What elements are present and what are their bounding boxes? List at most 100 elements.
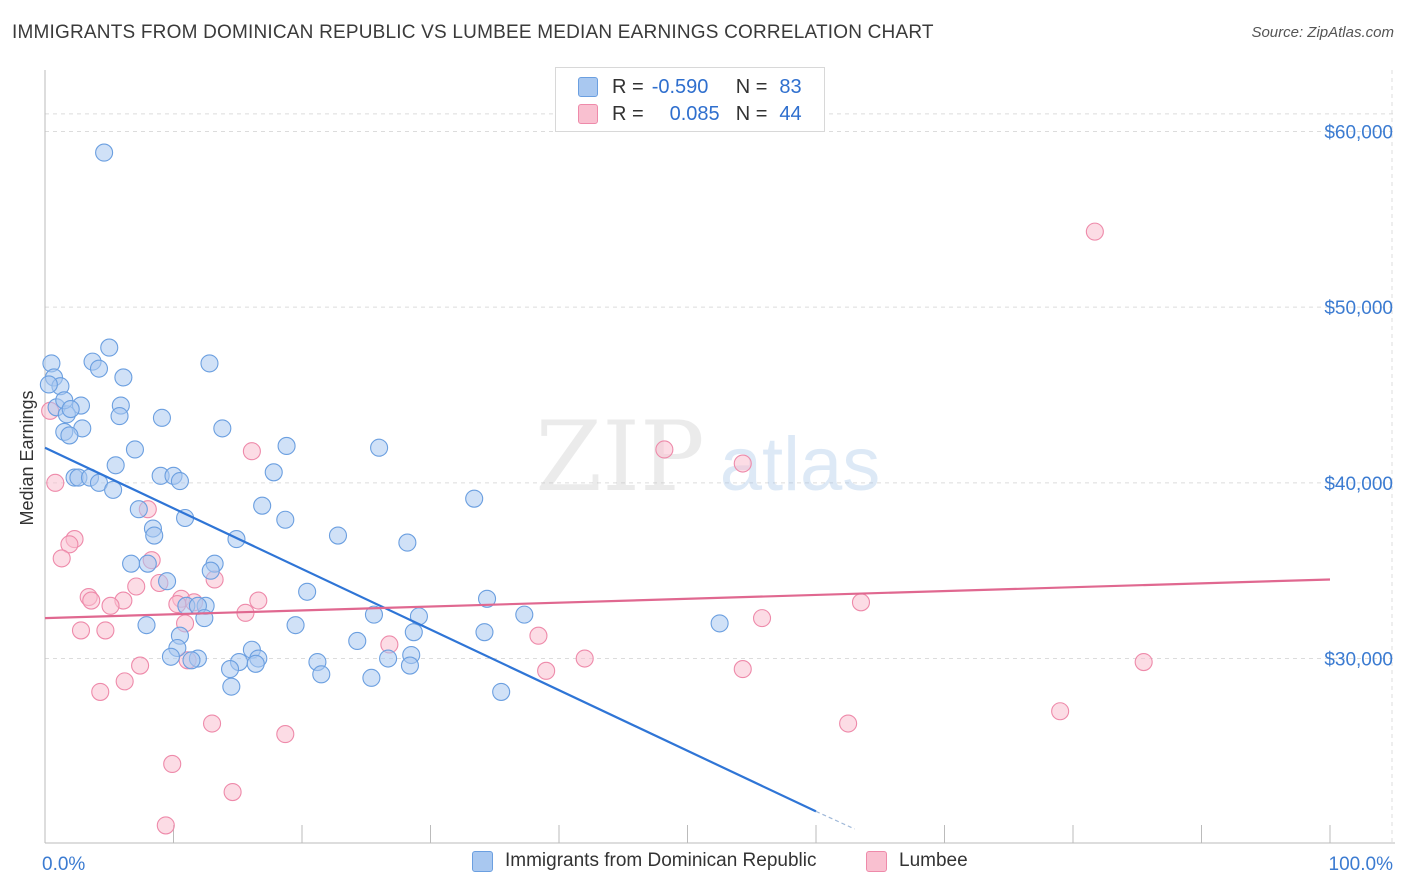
watermark: ZIP atlas xyxy=(535,401,880,513)
legend-n-value: 83 xyxy=(779,75,802,98)
dominican-point xyxy=(200,354,219,373)
dominican-point xyxy=(398,533,417,552)
legend-n-label: N = xyxy=(735,102,768,125)
lumbee-point xyxy=(839,714,858,733)
lumbee-point xyxy=(96,621,115,640)
watermark-zip: ZIP xyxy=(535,401,704,513)
lumbee-point xyxy=(156,816,175,835)
legend-r-value: 0.085 xyxy=(669,102,720,125)
dominican-point xyxy=(145,526,164,545)
dominican-point xyxy=(276,510,295,529)
dominican-point xyxy=(328,526,348,545)
dominican-point xyxy=(100,338,119,357)
dominican-point xyxy=(220,660,240,679)
lumbee-point xyxy=(46,473,65,492)
y-tick-label: $60,000 xyxy=(1324,122,1393,143)
legend-row-lumbee: R = 0.085 N = 44 xyxy=(578,101,802,127)
series-swatch-lumbee xyxy=(866,850,887,872)
dominican-point xyxy=(161,647,180,666)
y-tick-label: $30,000 xyxy=(1324,650,1393,671)
dominican-point xyxy=(370,438,389,457)
dominican-point xyxy=(110,407,129,426)
lumbee-point xyxy=(276,725,295,744)
dominican-point xyxy=(298,582,317,601)
dominican-point xyxy=(246,654,265,673)
dominican-point xyxy=(222,677,241,696)
lumbee-point xyxy=(163,754,182,773)
lumbee-point xyxy=(82,591,101,610)
legend-row-dominican: R = -0.590 N = 83 xyxy=(578,74,802,100)
lumbee-point xyxy=(1085,222,1104,241)
dominican-point xyxy=(170,472,189,491)
dominican-point xyxy=(158,572,177,591)
dominican-trend-extension xyxy=(815,810,855,830)
x-tick-label: 0.0% xyxy=(42,854,85,875)
lumbee-point xyxy=(223,783,242,802)
lumbee-point xyxy=(91,682,110,701)
dominican-point xyxy=(404,623,423,642)
lumbee-point xyxy=(851,593,871,612)
dominican-point xyxy=(312,665,331,684)
legend-swatch-lumbee xyxy=(578,104,598,124)
dominican-point xyxy=(125,440,144,459)
series-legend-lumbee: Lumbee xyxy=(866,850,968,872)
dominican-point xyxy=(89,359,109,378)
correlation-legend: R = -0.590 N = 83 R = 0.085 N = 44 xyxy=(555,67,825,132)
series-label-dominican: Immigrants from Dominican Republic xyxy=(505,850,817,871)
lumbee-point xyxy=(242,442,261,461)
lumbee-point xyxy=(733,454,752,473)
lumbee-point xyxy=(52,549,71,568)
legend-r-value: -0.590 xyxy=(651,75,709,98)
data-points xyxy=(39,143,1153,835)
dominican-point xyxy=(475,623,494,642)
dominican-point xyxy=(213,419,232,438)
dominican-point xyxy=(61,400,80,419)
dominican-point xyxy=(477,589,497,608)
lumbee-trend-line xyxy=(44,578,1331,620)
series-swatch-dominican xyxy=(472,850,493,872)
y-tick-label: $40,000 xyxy=(1324,474,1393,495)
dominican-point xyxy=(152,408,171,427)
lumbee-point xyxy=(115,672,134,691)
axes xyxy=(44,70,1395,844)
dominican-point xyxy=(114,368,133,387)
lumbee-point xyxy=(1134,652,1153,672)
lumbee-point xyxy=(752,609,772,628)
dominican-point xyxy=(264,463,283,482)
dominican-point xyxy=(362,668,381,687)
lumbee-point xyxy=(249,591,268,610)
dominican-point xyxy=(201,561,220,580)
lumbee-point xyxy=(537,661,556,680)
axis-labels: $30,000 $40,000 $50,000 $60,000 0.0% 100.0% Me… xyxy=(17,122,1393,875)
dominican-point xyxy=(379,649,398,668)
dominican-point xyxy=(137,616,156,635)
chart-title: IMMIGRANTS FROM DOMINICAN REPUBLIC VS LU… xyxy=(12,22,934,43)
lumbee-point xyxy=(575,649,594,668)
lumbee-point xyxy=(131,656,150,675)
lumbee-point xyxy=(60,535,79,554)
legend-n-value: 44 xyxy=(779,102,802,125)
x-tick-label: 100.0% xyxy=(1329,854,1394,875)
lumbee-point xyxy=(1051,702,1070,721)
lumbee-point xyxy=(529,626,548,645)
series-label-lumbee: Lumbee xyxy=(899,850,968,871)
lumbee-point xyxy=(203,714,222,733)
dominican-point xyxy=(277,436,296,456)
legend-n-label: N = xyxy=(735,75,768,98)
dominican-point xyxy=(122,554,141,573)
legend-r-label: R = xyxy=(612,75,644,98)
dominican-point xyxy=(39,375,58,394)
dominican-point xyxy=(710,614,729,633)
lumbee-point xyxy=(655,440,674,459)
dominican-point xyxy=(129,500,148,519)
dominican-point xyxy=(492,682,511,701)
dominican-point xyxy=(60,426,79,445)
legend-swatch-dominican xyxy=(578,77,598,97)
dominican-point xyxy=(95,143,114,162)
dominican-trend-line xyxy=(44,446,817,813)
dominican-point xyxy=(348,631,367,651)
lumbee-point xyxy=(733,660,752,679)
lumbee-point xyxy=(127,577,146,596)
dominican-point xyxy=(465,489,484,508)
